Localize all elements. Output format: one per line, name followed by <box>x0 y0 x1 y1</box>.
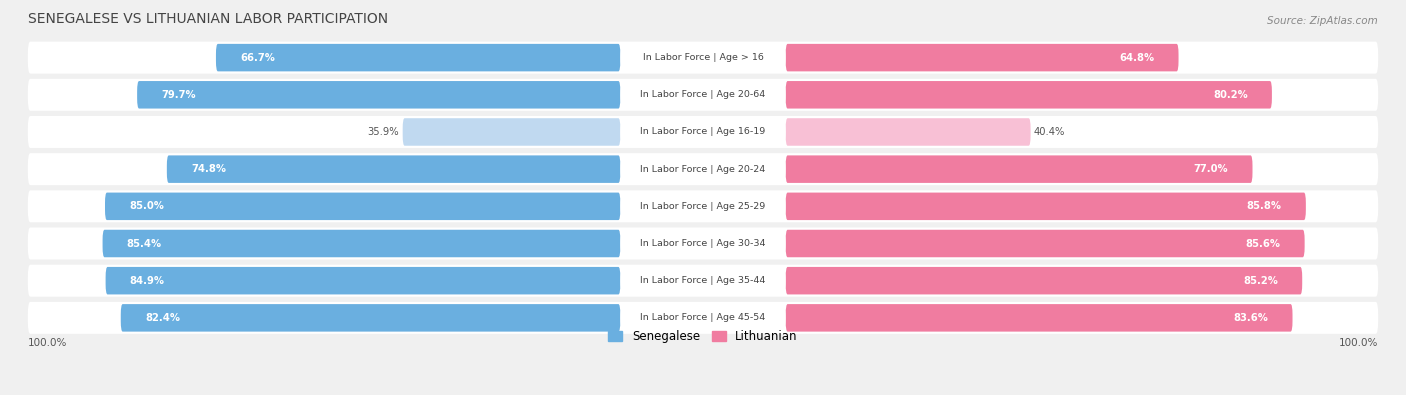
Text: 85.4%: 85.4% <box>127 239 162 248</box>
Text: 100.0%: 100.0% <box>28 338 67 348</box>
FancyBboxPatch shape <box>28 190 1378 222</box>
Text: 35.9%: 35.9% <box>367 127 399 137</box>
FancyBboxPatch shape <box>786 304 1292 332</box>
Text: 74.8%: 74.8% <box>191 164 226 174</box>
FancyBboxPatch shape <box>138 81 620 109</box>
Text: Source: ZipAtlas.com: Source: ZipAtlas.com <box>1267 16 1378 26</box>
FancyBboxPatch shape <box>786 155 1253 183</box>
Text: In Labor Force | Age 20-24: In Labor Force | Age 20-24 <box>640 165 766 174</box>
Text: In Labor Force | Age 30-34: In Labor Force | Age 30-34 <box>640 239 766 248</box>
Legend: Senegalese, Lithuanian: Senegalese, Lithuanian <box>603 325 803 348</box>
FancyBboxPatch shape <box>28 79 1378 111</box>
FancyBboxPatch shape <box>786 230 1305 257</box>
FancyBboxPatch shape <box>402 118 620 146</box>
Text: 84.9%: 84.9% <box>129 276 165 286</box>
Text: 100.0%: 100.0% <box>1339 338 1378 348</box>
FancyBboxPatch shape <box>28 41 1378 73</box>
FancyBboxPatch shape <box>620 161 786 177</box>
FancyBboxPatch shape <box>121 304 620 332</box>
FancyBboxPatch shape <box>620 310 786 326</box>
FancyBboxPatch shape <box>786 81 1272 109</box>
FancyBboxPatch shape <box>28 302 1378 334</box>
FancyBboxPatch shape <box>620 235 786 252</box>
Text: 83.6%: 83.6% <box>1233 313 1268 323</box>
FancyBboxPatch shape <box>28 116 1378 148</box>
FancyBboxPatch shape <box>620 49 786 66</box>
FancyBboxPatch shape <box>105 267 620 294</box>
Text: In Labor Force | Age 45-54: In Labor Force | Age 45-54 <box>640 313 766 322</box>
Text: 82.4%: 82.4% <box>145 313 180 323</box>
Text: SENEGALESE VS LITHUANIAN LABOR PARTICIPATION: SENEGALESE VS LITHUANIAN LABOR PARTICIPA… <box>28 12 388 26</box>
FancyBboxPatch shape <box>786 44 1178 71</box>
Text: In Labor Force | Age > 16: In Labor Force | Age > 16 <box>643 53 763 62</box>
FancyBboxPatch shape <box>28 228 1378 260</box>
Text: In Labor Force | Age 20-64: In Labor Force | Age 20-64 <box>640 90 766 99</box>
FancyBboxPatch shape <box>103 230 620 257</box>
Text: In Labor Force | Age 25-29: In Labor Force | Age 25-29 <box>640 202 766 211</box>
FancyBboxPatch shape <box>786 267 1302 294</box>
FancyBboxPatch shape <box>786 118 1031 146</box>
Text: 77.0%: 77.0% <box>1194 164 1229 174</box>
Text: 85.2%: 85.2% <box>1243 276 1278 286</box>
FancyBboxPatch shape <box>217 44 620 71</box>
FancyBboxPatch shape <box>620 198 786 214</box>
FancyBboxPatch shape <box>167 155 620 183</box>
FancyBboxPatch shape <box>620 273 786 289</box>
FancyBboxPatch shape <box>105 193 620 220</box>
Text: 64.8%: 64.8% <box>1119 53 1154 63</box>
Text: In Labor Force | Age 35-44: In Labor Force | Age 35-44 <box>640 276 766 285</box>
Text: 40.4%: 40.4% <box>1033 127 1066 137</box>
Text: 85.8%: 85.8% <box>1247 201 1282 211</box>
Text: 80.2%: 80.2% <box>1213 90 1247 100</box>
Text: 85.6%: 85.6% <box>1246 239 1281 248</box>
FancyBboxPatch shape <box>620 87 786 103</box>
Text: 79.7%: 79.7% <box>162 90 195 100</box>
FancyBboxPatch shape <box>786 193 1306 220</box>
Text: 66.7%: 66.7% <box>240 53 276 63</box>
Text: In Labor Force | Age 16-19: In Labor Force | Age 16-19 <box>640 128 766 137</box>
FancyBboxPatch shape <box>28 265 1378 297</box>
Text: 85.0%: 85.0% <box>129 201 165 211</box>
FancyBboxPatch shape <box>28 153 1378 185</box>
FancyBboxPatch shape <box>620 124 786 140</box>
